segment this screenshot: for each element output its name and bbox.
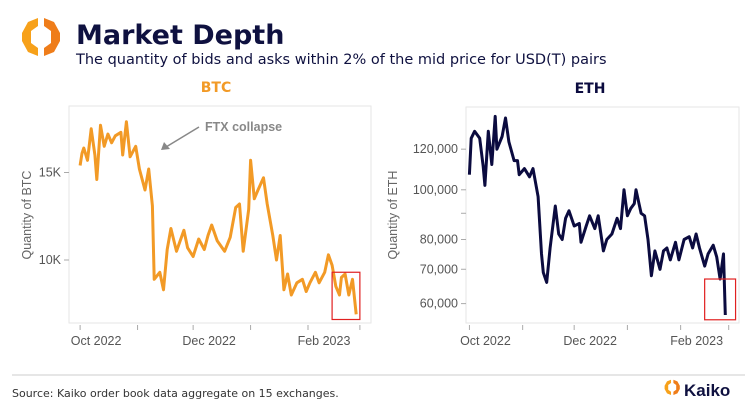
kaiko-logo-icon: [22, 18, 60, 56]
btc-series-line: [78, 120, 358, 315]
eth-y-tick-label: 70,000: [420, 262, 458, 276]
btc-chart: BTC Quantity of BTC 15K 10K Oct 2022 Dec 20…: [20, 80, 372, 348]
ftx-annotation-label: FTX collapse: [205, 120, 282, 134]
eth-plot-frame: [465, 106, 740, 324]
eth-y-tick-label: 60,000: [420, 297, 458, 311]
eth-x-tick-label: Oct 2022: [460, 334, 511, 348]
arrow-head-icon: [161, 142, 170, 150]
page-title: Market Depth: [76, 20, 284, 51]
eth-highlight-box: [704, 278, 737, 321]
btc-x-tick-label: Feb 2023: [298, 334, 351, 348]
eth-y-axis-label: Quantity of ETH: [386, 171, 400, 260]
btc-plot-frame: [68, 105, 372, 324]
brand-name: Kaiko: [684, 381, 730, 400]
btc-y-tick-label: 15K: [39, 166, 62, 180]
ftx-annotation-arrow: [165, 126, 200, 148]
eth-x-tick-label: Feb 2023: [670, 334, 723, 348]
kaiko-brand-logo-icon: [664, 379, 680, 395]
eth-chart: ETH Quantity of ETH 120,000 100,000 80,000…: [386, 81, 740, 348]
btc-highlight-box: [331, 271, 361, 321]
eth-y-tick-label: 80,000: [420, 233, 458, 247]
source-note: Source: Kaiko order book data aggregate …: [12, 387, 339, 400]
btc-x-tick-label: Oct 2022: [71, 334, 122, 348]
eth-y-tick-label: 100,000: [413, 183, 458, 197]
eth-chart-title: ETH: [575, 81, 606, 97]
eth-y-tick-label: 120,000: [413, 142, 458, 156]
btc-y-tick-label: 10K: [39, 253, 62, 267]
btc-x-tick-label: Dec 2022: [182, 334, 236, 348]
eth-series-line: [467, 114, 727, 316]
page-subtitle: The quantity of bids and asks within 2% …: [75, 52, 607, 68]
eth-x-tick-label: Dec 2022: [563, 334, 617, 348]
btc-chart-title: BTC: [201, 80, 232, 96]
btc-y-axis-label: Quantity of BTC: [20, 171, 34, 260]
